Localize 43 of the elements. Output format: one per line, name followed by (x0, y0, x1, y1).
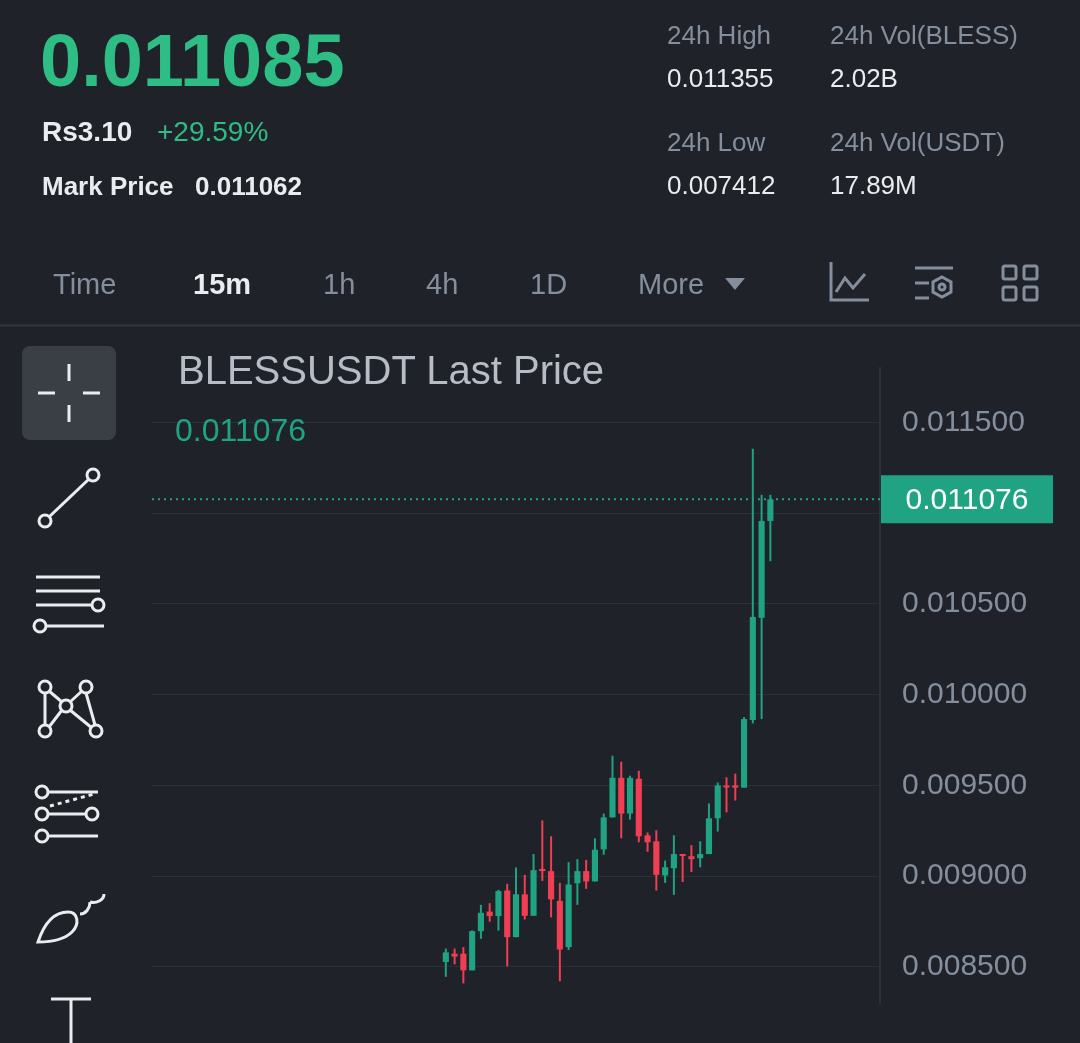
candlestick (679, 853, 686, 883)
candlestick (644, 831, 651, 853)
candlestick (670, 834, 677, 896)
y-tick-label: 0.008500 (902, 947, 1028, 981)
text: +29.59% (157, 116, 269, 148)
text: 24h Low (667, 127, 766, 158)
text: 0.007412 (667, 170, 776, 201)
text: 0.011085 (40, 18, 345, 103)
candlestick (539, 819, 546, 882)
candlestick (477, 903, 484, 940)
candlestick (662, 859, 669, 884)
text: Mark Price (42, 171, 174, 202)
text: 1D (530, 268, 568, 301)
text: 1h (323, 268, 356, 301)
candlestick (688, 844, 695, 874)
y-tick-label: 0.011500 (902, 403, 1025, 437)
text: Time (53, 268, 117, 301)
text: 24h High (667, 20, 772, 51)
text: 4h (426, 268, 459, 301)
ref-line-label: 0.011076 (905, 481, 1029, 515)
chart-title: BLESSUSDT Last Price (178, 348, 605, 393)
y-tick-label: 0.010500 (902, 585, 1028, 619)
candlestick (723, 776, 730, 814)
candlestick (574, 858, 581, 906)
text: 0.011062 (195, 171, 303, 202)
candlestick (521, 873, 528, 921)
text: 17.89M (830, 170, 917, 201)
text: Rs3.10 (42, 116, 133, 148)
text: More (638, 268, 705, 301)
candlestick (732, 772, 739, 802)
text: 24h Vol(BLESS) (830, 20, 1018, 51)
text: 0.011076 (175, 412, 307, 449)
text: 0.011355 (667, 63, 774, 94)
y-tick-label: 0.009500 (902, 766, 1028, 800)
text: 15m (193, 268, 252, 301)
candlestick (442, 947, 449, 978)
y-tick-label: 0.010000 (902, 675, 1028, 709)
candlestick (460, 946, 467, 985)
text: 2.02B (830, 63, 898, 94)
candlestick (583, 859, 590, 890)
text: 24h Vol(USDT) (830, 127, 1005, 158)
candlestick (697, 840, 704, 869)
y-tick-label: 0.009000 (902, 857, 1028, 891)
